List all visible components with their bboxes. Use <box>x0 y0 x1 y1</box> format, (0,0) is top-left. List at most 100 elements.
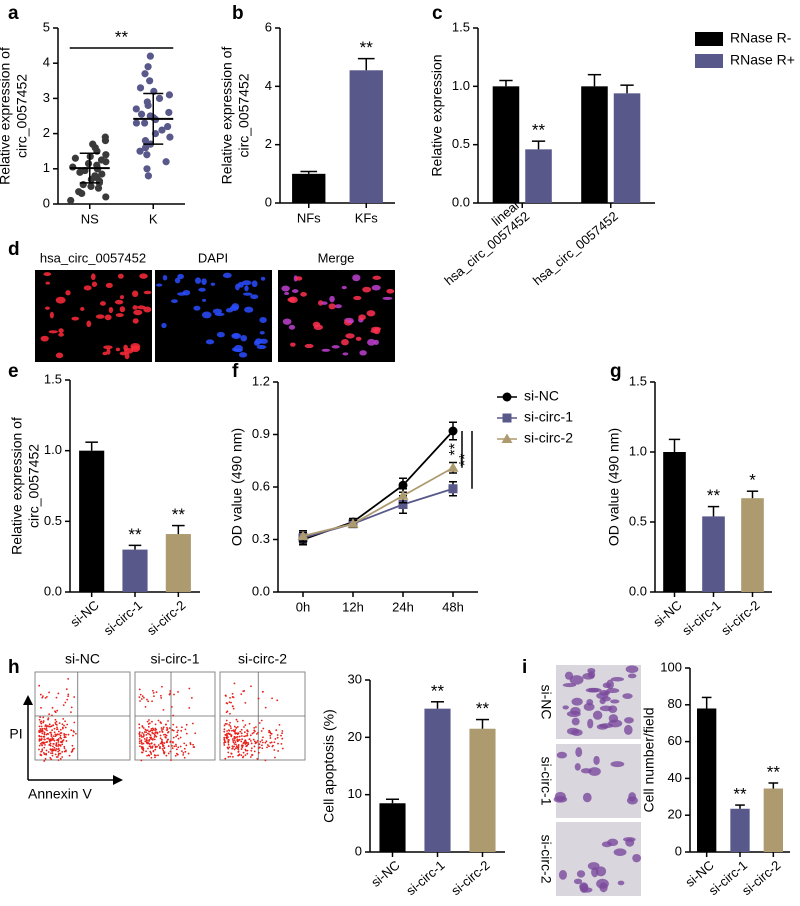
event <box>53 739 56 742</box>
event <box>244 743 247 745</box>
event <box>59 734 62 737</box>
event <box>141 695 144 698</box>
bar <box>730 808 750 852</box>
error-bar <box>701 696 712 709</box>
data-point <box>102 193 110 201</box>
event <box>256 739 259 742</box>
cell <box>124 352 130 360</box>
event <box>151 720 153 723</box>
cell <box>216 331 225 338</box>
event <box>226 733 228 736</box>
cell <box>133 309 143 316</box>
event <box>58 733 60 736</box>
x-tick-label: si-NC <box>67 597 102 629</box>
y-tick-label: 1.5 <box>452 19 470 34</box>
data-point <box>132 119 141 127</box>
event <box>150 742 153 745</box>
event <box>250 685 252 688</box>
cell <box>161 322 167 329</box>
event <box>138 742 141 745</box>
event <box>42 721 45 724</box>
significance: ** <box>532 121 546 140</box>
flow-caption: si-circ-2 <box>238 651 287 667</box>
event <box>238 753 241 756</box>
event <box>175 745 177 747</box>
cell <box>571 717 580 726</box>
significance: ** <box>457 454 474 466</box>
event <box>140 739 143 742</box>
cell <box>617 880 625 886</box>
x-tick-label: si-circ-2 <box>448 857 492 898</box>
y-tick-label: 1.0 <box>452 78 470 93</box>
cell <box>355 336 362 341</box>
event <box>230 727 232 730</box>
cell <box>610 699 620 704</box>
event <box>224 740 226 743</box>
y-tick-label: 4 <box>265 78 272 93</box>
event <box>270 741 273 744</box>
event <box>38 744 41 747</box>
cell <box>137 305 146 310</box>
marker <box>347 518 359 528</box>
event <box>166 726 168 729</box>
bar <box>741 498 764 592</box>
event <box>139 700 141 702</box>
event <box>63 724 65 727</box>
event <box>52 735 55 738</box>
event <box>227 743 230 746</box>
cell <box>626 796 638 805</box>
error-bar <box>587 73 602 87</box>
data-point <box>93 161 101 169</box>
event <box>145 734 148 736</box>
event <box>180 729 183 732</box>
cell <box>105 282 113 288</box>
event <box>188 687 191 690</box>
data-point <box>166 133 174 141</box>
event <box>260 730 263 732</box>
marker <box>447 462 459 472</box>
event <box>281 732 284 735</box>
x-tick-label: K <box>149 211 158 226</box>
event <box>172 736 175 739</box>
event <box>250 739 252 742</box>
event <box>153 695 155 698</box>
y-axis-label: Relative expression of <box>0 47 13 185</box>
event <box>166 739 169 741</box>
event <box>70 711 72 714</box>
x-tick-label: si-circ-2 <box>739 857 783 898</box>
event <box>189 743 192 746</box>
cell <box>281 285 290 292</box>
event <box>70 751 73 753</box>
event <box>229 755 232 758</box>
event <box>234 741 237 743</box>
event <box>235 743 237 746</box>
event <box>227 747 230 750</box>
cell <box>587 718 594 729</box>
event <box>42 752 45 754</box>
event <box>44 725 47 727</box>
event <box>147 747 149 750</box>
event <box>148 730 150 733</box>
event <box>152 689 154 692</box>
event <box>281 747 284 750</box>
event <box>51 750 54 753</box>
cell <box>242 292 253 296</box>
cell <box>579 882 589 891</box>
event <box>53 731 56 734</box>
event <box>140 759 143 762</box>
cell <box>251 280 258 288</box>
event <box>156 731 159 734</box>
event <box>245 741 248 744</box>
event <box>138 740 141 743</box>
bar <box>697 708 717 852</box>
event <box>242 751 245 754</box>
legend-label: si-NC <box>524 388 559 404</box>
error-bar <box>768 782 779 789</box>
event <box>144 740 147 743</box>
event <box>59 744 62 747</box>
data-point <box>132 105 140 113</box>
event <box>147 725 150 728</box>
event <box>170 759 172 762</box>
event <box>185 732 188 735</box>
